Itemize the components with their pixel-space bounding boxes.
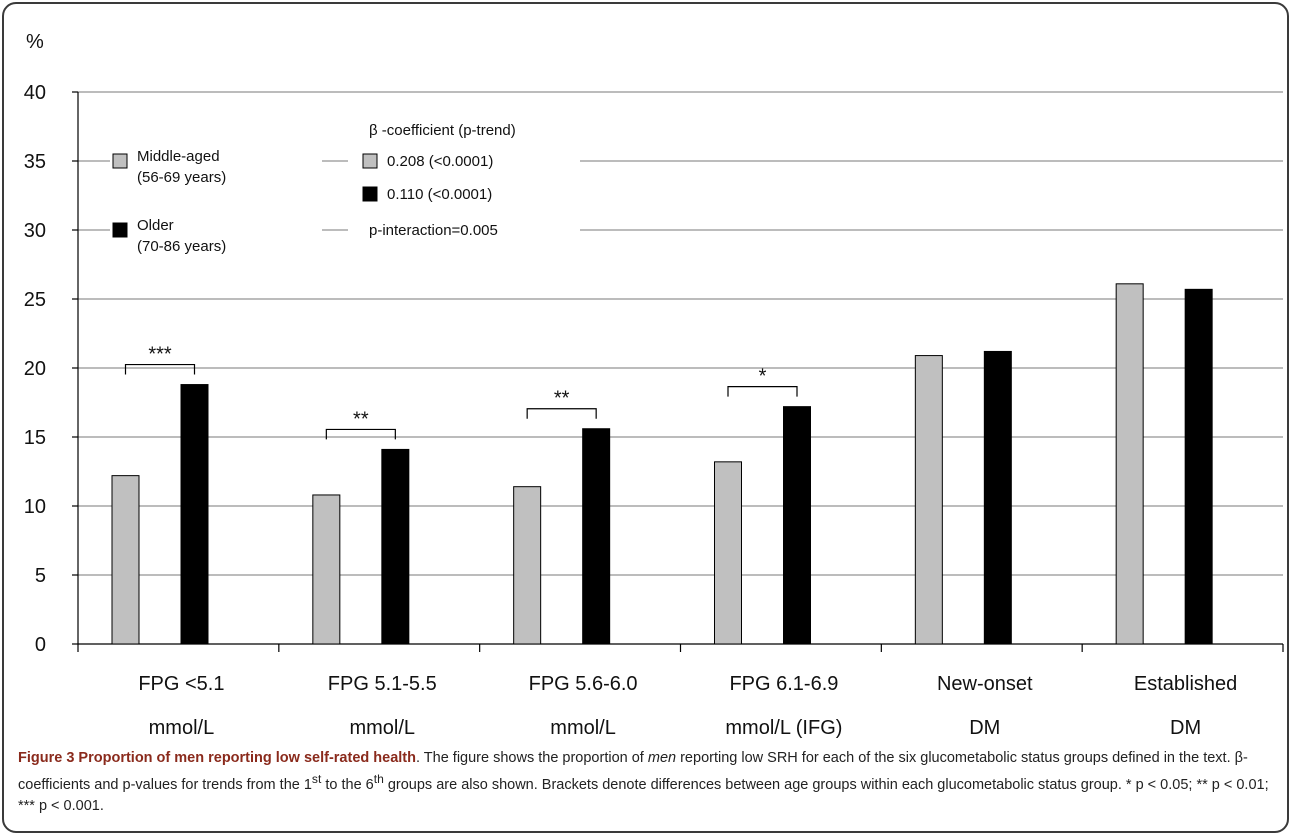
legend-label: Older <box>137 217 174 234</box>
x-category-label: mmol/L <box>349 717 415 739</box>
trend-value: 0.110 (<0.0001) <box>387 186 492 203</box>
bar <box>381 448 410 645</box>
caption-text-4: groups are also shown. Brackets denote d… <box>18 776 1269 814</box>
caption-title: Figure 3 Proportion of men reporting low… <box>18 750 416 766</box>
caption-text-1: . The figure shows the proportion of <box>415 750 648 766</box>
x-category-label: New-onset <box>937 673 1033 695</box>
bar <box>914 355 943 645</box>
y-tick-label: 10 <box>24 496 46 518</box>
y-tick-label: 25 <box>24 289 46 311</box>
legend: Middle-aged (56-69 years) Older (70-86 year… <box>112 148 226 255</box>
legend-swatch <box>112 222 128 238</box>
x-category-label: DM <box>1170 717 1201 739</box>
x-category-label: FPG 5.6-6.0 <box>529 673 638 695</box>
significance-label: *** <box>148 344 172 366</box>
caption-sup-2: th <box>373 772 384 786</box>
x-category-label: FPG 6.1-6.9 <box>729 673 838 695</box>
legend-label: (70-86 years) <box>137 238 226 255</box>
significance-brackets: ******** <box>124 344 798 440</box>
significance-bracket <box>727 386 798 397</box>
x-category-label: mmol/L <box>149 717 215 739</box>
bars <box>111 283 1213 645</box>
y-tick-label: 15 <box>24 427 46 449</box>
bar <box>983 350 1012 645</box>
figure-caption: Figure 3 Proportion of men reporting low… <box>18 748 1276 817</box>
x-category-label: FPG 5.1-5.5 <box>328 673 437 695</box>
y-tick-label: 5 <box>35 565 46 587</box>
significance-label: * <box>759 366 767 388</box>
bar <box>513 486 542 645</box>
caption-sup-1: st <box>311 772 322 786</box>
x-category-label: DM <box>969 717 1000 739</box>
legend-label: Middle-aged <box>137 148 220 165</box>
caption-text-3: to the 6 <box>321 776 374 793</box>
caption-text-2: reporting low SRH for each of the six gl… <box>18 750 1248 793</box>
significance-bracket <box>325 428 396 440</box>
trend-swatch <box>362 153 378 169</box>
significance-label: ** <box>554 388 570 410</box>
trend-value: 0.208 (<0.0001) <box>387 153 493 170</box>
y-tick-label: 0 <box>35 634 46 656</box>
x-category-label: mmol/L (IFG) <box>725 717 842 739</box>
significance-bracket <box>124 363 196 375</box>
trend-interaction: p-interaction=0.005 <box>369 222 498 239</box>
bar <box>1115 283 1144 645</box>
significance-label: ** <box>353 408 369 430</box>
bar <box>111 475 140 645</box>
y-tick-label: 40 <box>24 82 46 104</box>
y-tick-label: 30 <box>24 220 46 242</box>
y-tick-label: 20 <box>24 358 46 380</box>
x-category-label: mmol/L <box>550 717 616 739</box>
bar <box>180 384 209 645</box>
bar <box>1184 288 1213 645</box>
x-category-label: FPG <5.1 <box>138 673 224 695</box>
gridlines <box>78 91 1283 576</box>
caption-emphasis: men <box>647 750 677 766</box>
trend-box: β -coefficient (p-trend) 0.208 (<0.0001) 0… <box>362 122 516 239</box>
trend-title: β -coefficient (p-trend) <box>369 122 516 139</box>
bar <box>783 406 811 645</box>
y-tick-label: 35 <box>24 151 46 173</box>
x-category-label: Established <box>1134 673 1237 695</box>
bar <box>312 494 341 645</box>
bar <box>714 461 742 645</box>
axis-labels: 0 5 10 15 20 25 30 35 40% FPG <5.1 mmol/L FPG 5.1-5… <box>24 31 1238 739</box>
legend-label: (56-69 years) <box>137 169 226 186</box>
significance-bracket <box>526 408 597 419</box>
y-axis-label: % <box>26 31 44 53</box>
trend-swatch <box>362 186 378 202</box>
axes <box>72 91 1284 652</box>
bar <box>582 428 611 645</box>
legend-swatch <box>112 153 128 169</box>
